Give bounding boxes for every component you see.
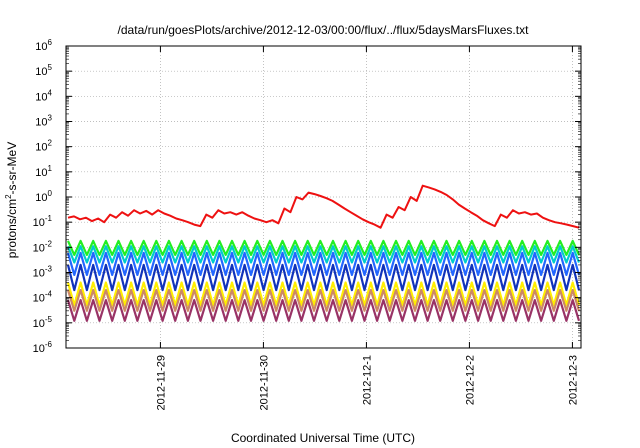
chart-title: /data/run/goesPlots/archive/2012-12-03/0… [118, 23, 530, 37]
x-tick-label: 2012-11-29 [155, 355, 167, 410]
series-line-8 [66, 299, 581, 322]
series-line-7 [66, 289, 581, 312]
y-tick-label: 100 [35, 189, 52, 204]
x-tick-label: 2012-12-1 [361, 355, 373, 405]
y-tick-label: 103 [35, 114, 52, 129]
x-tick-label: 2012-11-30 [258, 355, 270, 410]
y-tick-label: 10-1 [33, 214, 53, 229]
x-axis-label: Coordinated Universal Time (UTC) [231, 431, 415, 445]
series-line-6 [66, 281, 581, 307]
series-line-1 [67, 184, 580, 229]
y-tick-label: 104 [35, 88, 52, 103]
y-tick-label: 105 [35, 63, 52, 78]
series-line-3 [66, 245, 581, 264]
x-tick-label: 2012-12-2 [464, 355, 476, 405]
series-line-4 [66, 251, 581, 276]
y-tick-label: 10-3 [33, 265, 53, 280]
y-axis-label: protons/cm2-s-sr-MeV [4, 142, 19, 258]
y-tick-label: 101 [35, 164, 52, 179]
y-tick-label: 10-4 [33, 290, 53, 305]
y-tick-label: 106 [35, 38, 52, 53]
y-tick-label: 10-5 [33, 315, 53, 330]
series-line-2 [66, 239, 581, 256]
axis-ticks: 10-6 10-5 10-4 10-3 10-2 10-1 100 101 102 103 104 1… [33, 38, 581, 410]
data-series [66, 184, 581, 322]
y-tick-label: 102 [35, 139, 52, 154]
y-tick-label: 10-2 [33, 239, 53, 254]
x-tick-label: 2012-12-3 [567, 355, 579, 405]
series-line-5 [66, 263, 581, 292]
y-tick-label: 10-6 [33, 340, 53, 355]
